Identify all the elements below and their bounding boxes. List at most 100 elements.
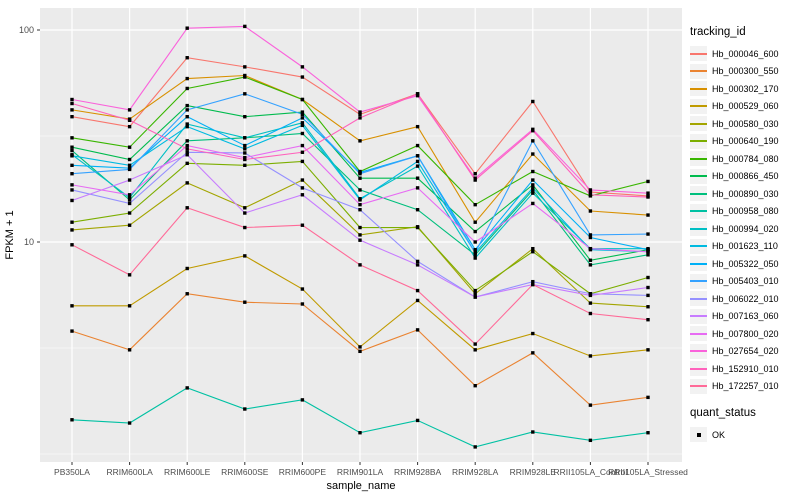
legend-quant-status: quant_status OK — [690, 407, 798, 444]
data-point — [531, 188, 535, 192]
data-point — [127, 163, 132, 168]
data-point — [473, 292, 477, 296]
data-point — [70, 171, 74, 176]
data-point — [531, 246, 535, 251]
data-point — [415, 164, 420, 168]
data-point — [473, 342, 477, 346]
data-point — [127, 304, 132, 308]
data-point — [531, 191, 535, 195]
data-point — [127, 178, 132, 182]
x-tick-label: RRIM928LE — [510, 467, 557, 477]
data-point — [531, 331, 535, 336]
data-point — [415, 263, 420, 267]
data-point — [185, 161, 189, 166]
legend-title-tracking-id: tracking_id — [690, 26, 746, 38]
data-point — [473, 229, 477, 234]
data-point — [300, 143, 305, 148]
data-point — [358, 431, 362, 435]
data-point — [70, 97, 74, 102]
x-tick-label: RRIM600LE — [164, 467, 211, 477]
data-point — [300, 121, 305, 125]
legend-item: Hb_005322_050 — [690, 255, 798, 273]
data-point — [588, 190, 593, 194]
data-point — [588, 311, 593, 316]
data-point — [646, 293, 650, 298]
data-point — [588, 209, 593, 213]
legend-key-icon — [690, 133, 707, 149]
legend-key-icon — [690, 343, 707, 359]
legend-item: Hb_001623_110 — [690, 238, 798, 256]
data-point — [358, 176, 362, 180]
data-point — [473, 253, 477, 257]
data-point — [70, 418, 74, 422]
data-point — [531, 183, 535, 187]
data-point — [70, 101, 74, 106]
data-point — [531, 201, 535, 206]
legend-item-label: Hb_005322_050 — [712, 258, 779, 269]
data-point — [185, 56, 189, 60]
legend-key-icon — [690, 308, 707, 324]
data-point — [70, 114, 74, 119]
data-point — [415, 186, 420, 190]
legend-item: Hb_000640_190 — [690, 133, 798, 151]
data-point — [531, 99, 535, 104]
data-point — [415, 92, 420, 96]
legend-title-quant-status: quant_status — [690, 407, 756, 419]
data-point — [300, 110, 305, 114]
data-point — [300, 123, 305, 128]
data-point — [70, 304, 74, 308]
data-point — [127, 348, 132, 352]
legend-item-label: Hb_000784_080 — [712, 153, 779, 164]
legend-item-label: Hb_007163_060 — [712, 311, 779, 322]
data-point — [531, 169, 535, 174]
data-point — [415, 143, 420, 148]
legend-item-label: Hb_000640_190 — [712, 136, 779, 147]
legend-key-icon — [690, 63, 707, 79]
legend-key-icon — [690, 151, 707, 167]
data-point — [243, 65, 247, 69]
legend-key-icon — [690, 221, 707, 237]
data-point — [588, 193, 593, 197]
data-point — [531, 282, 535, 287]
data-point — [185, 147, 189, 151]
data-point — [70, 136, 74, 140]
data-point — [531, 152, 535, 156]
x-axis-title: sample_name — [326, 480, 395, 492]
y-axis-title: FPKM + 1 — [4, 210, 16, 259]
data-point — [588, 258, 593, 262]
data-point — [70, 243, 74, 247]
data-point — [358, 139, 362, 143]
data-point — [127, 167, 132, 172]
data-point — [358, 349, 362, 354]
data-point — [127, 193, 132, 197]
data-point — [300, 65, 305, 69]
x-tick-label: RRII105LA_Stressed — [608, 467, 688, 477]
data-point — [127, 118, 132, 123]
data-point — [473, 178, 477, 182]
data-point — [70, 188, 74, 192]
legend-item-label: Hb_007800_020 — [712, 328, 779, 339]
data-point — [127, 211, 132, 215]
x-tick-label: RRIM928BA — [394, 467, 442, 477]
data-point — [127, 157, 132, 162]
data-point — [185, 206, 189, 210]
legend-key-icon — [690, 46, 707, 62]
quant-status-key-icon — [690, 427, 707, 443]
data-point — [415, 159, 420, 164]
legend-item: Hb_000300_550 — [690, 63, 798, 81]
legend-item-ok: OK — [690, 426, 798, 444]
data-point — [127, 421, 132, 425]
legend-item-label: Hb_000300_550 — [712, 66, 779, 77]
data-point — [588, 354, 593, 358]
data-point — [70, 154, 74, 158]
legend-key-icon — [690, 98, 707, 114]
legend-key-icon — [690, 378, 707, 394]
legend-item-label: Hb_000529_060 — [712, 101, 779, 112]
data-point — [358, 345, 362, 349]
data-point — [185, 122, 189, 126]
data-point — [358, 233, 362, 237]
data-point — [415, 93, 420, 98]
data-point — [300, 131, 305, 136]
data-point — [127, 195, 132, 200]
data-point — [646, 191, 650, 195]
